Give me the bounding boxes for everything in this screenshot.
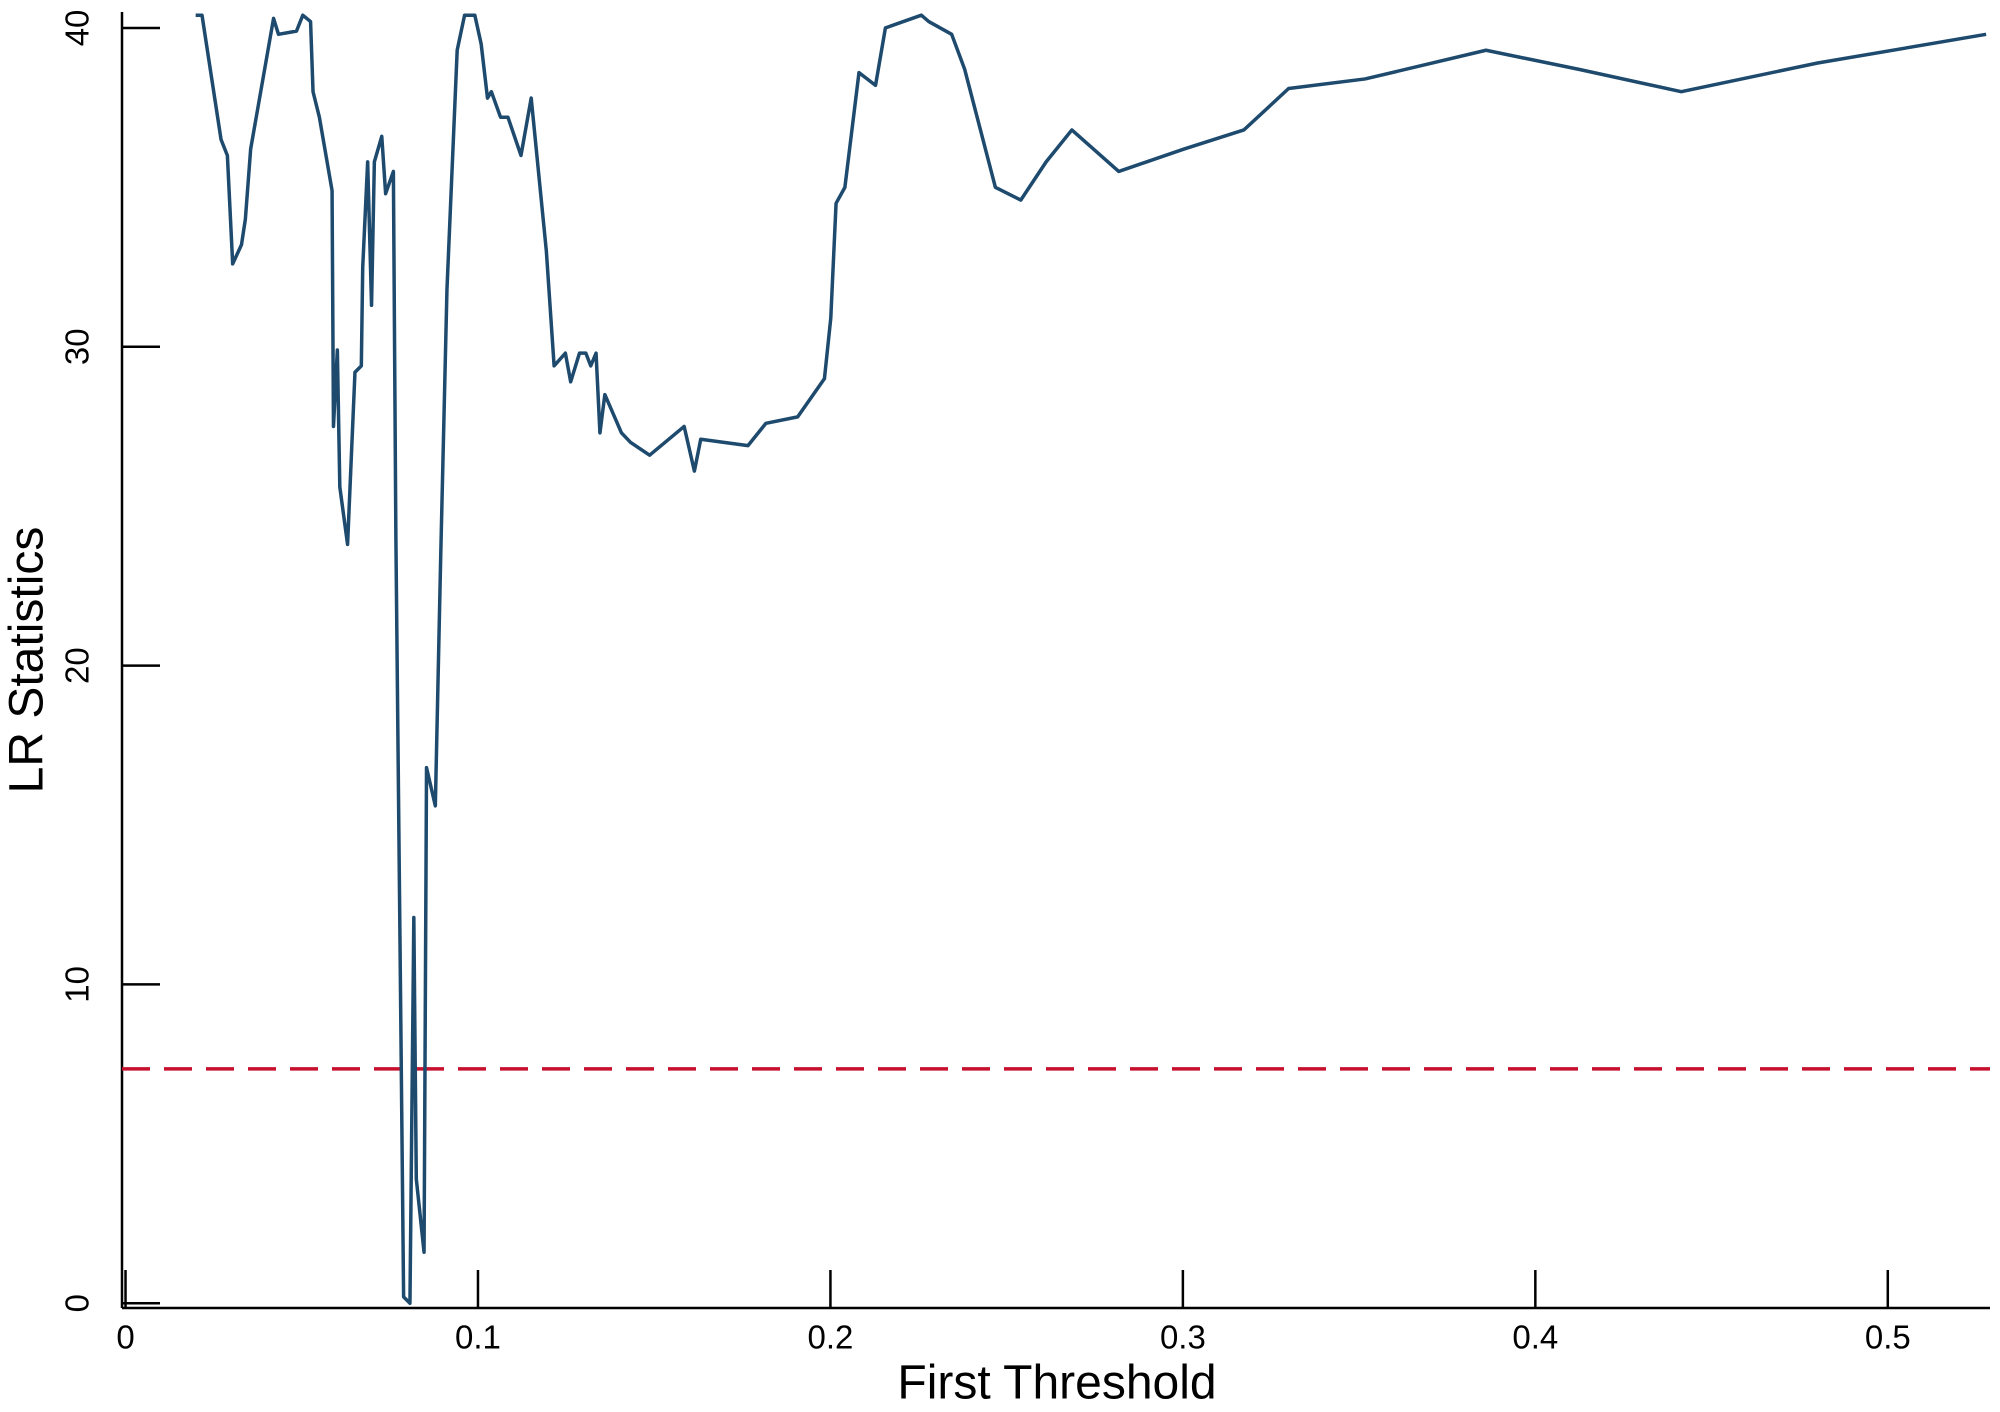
x-tick-label: 0 <box>116 1319 134 1356</box>
y-tick-label: 10 <box>59 966 96 1003</box>
y-tick-label: 40 <box>59 10 96 47</box>
x-tick-label: 0.4 <box>1512 1319 1558 1356</box>
x-tick-label: 0.5 <box>1865 1319 1911 1356</box>
y-tick-label: 30 <box>59 328 96 365</box>
y-tick-label: 0 <box>59 1294 96 1312</box>
x-tick-label: 0.3 <box>1160 1319 1206 1356</box>
x-tick-label: 0.1 <box>455 1319 501 1356</box>
x-axis-title: First Threshold <box>897 1357 1216 1410</box>
data-line <box>195 13 1987 1305</box>
y-axis-title: LR Statistics <box>1 527 54 794</box>
y-tick-label: 20 <box>59 647 96 684</box>
x-tick-label: 0.2 <box>807 1319 853 1356</box>
